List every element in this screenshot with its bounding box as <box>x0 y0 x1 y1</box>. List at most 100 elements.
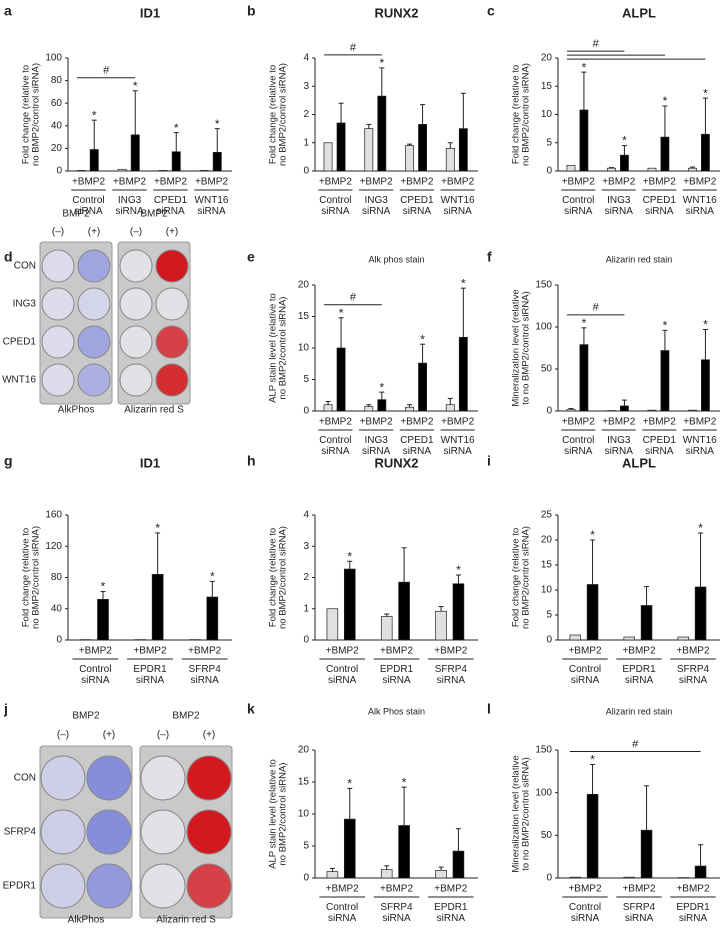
significance-star: * <box>347 549 352 563</box>
y-tick-label: 15 <box>541 560 553 571</box>
y-axis-label: Fold change (relative to <box>511 528 522 627</box>
significance-star: * <box>174 121 179 135</box>
category-label-line: siRNA <box>382 913 411 924</box>
category-label: EPDR1 siRNA <box>133 664 167 686</box>
y-tick-label: 0 <box>546 873 552 884</box>
bar <box>640 829 653 879</box>
treatment-label: +BMP2 <box>72 177 106 188</box>
bar <box>458 336 468 412</box>
bar <box>171 151 181 172</box>
well <box>186 809 232 855</box>
significance-star: * <box>461 276 466 290</box>
bar <box>566 165 576 172</box>
bar <box>343 568 356 641</box>
category-label-line: siRNA <box>362 206 391 217</box>
bar <box>435 610 447 641</box>
bar <box>660 350 670 412</box>
category-label-line: siRNA <box>156 206 185 217</box>
y-tick-label: 0 <box>546 635 552 646</box>
y-axis-label: to no BMP2/control siRNA) <box>521 757 532 871</box>
treatment-label: +BMP2 <box>562 417 596 428</box>
category-label: WNT16 siRNA <box>441 195 475 217</box>
significance-star: * <box>379 380 384 394</box>
bar <box>660 136 670 172</box>
well <box>119 363 153 397</box>
panel-label: i <box>487 453 491 469</box>
row-label: WNT16 <box>2 375 36 386</box>
y-tick-label: 20 <box>541 53 553 64</box>
panel-label: c <box>487 3 495 19</box>
treatment-label: +BMP2 <box>133 646 167 657</box>
treatment-label: +BMP2 <box>683 177 717 188</box>
significance-star: * <box>210 570 215 584</box>
significance-star: * <box>582 60 587 74</box>
category-label-line: siRNA <box>115 206 144 217</box>
significance-star: * <box>582 316 587 330</box>
y-tick-label: 150 <box>535 280 552 291</box>
category-label: Control siRNA <box>72 195 104 217</box>
category-label-line: Control <box>562 195 594 206</box>
bar <box>326 608 339 641</box>
panel-label: b <box>247 3 256 19</box>
category-label-line: ING3 <box>607 435 631 446</box>
category-label-line: Control <box>326 664 358 675</box>
treatment-label: +BMP2 <box>562 177 596 188</box>
category-label-line: Control <box>569 902 601 913</box>
panel-label: l <box>487 701 491 717</box>
well <box>40 863 86 909</box>
well <box>140 809 186 855</box>
y-tick-label: 80 <box>51 572 63 583</box>
category-label-line: EPDR1 <box>380 664 414 675</box>
y-tick-label: 0 <box>303 635 309 646</box>
y-axis-label: ALP stain level (relative to <box>268 293 279 403</box>
row-label: SFRP4 <box>4 827 37 838</box>
well <box>41 325 75 359</box>
y-tick-label: 4 <box>303 53 309 64</box>
treatment-label: +BMP2 <box>319 417 353 428</box>
plate-column-label: (–) <box>157 730 169 741</box>
category-label-line: siRNA <box>443 206 472 217</box>
treatment-label: +BMP2 <box>400 177 434 188</box>
category-label-line: siRNA <box>564 446 593 457</box>
category-label: Control siRNA <box>319 435 351 457</box>
bar <box>677 636 690 641</box>
treatment-label: +BMP2 <box>441 417 475 428</box>
y-axis-label: no BMP2/control siRNA) <box>31 63 42 166</box>
category-label-line: siRNA <box>679 913 708 924</box>
y-tick-label: 20 <box>541 535 553 546</box>
chart-title: Alizarin red stain <box>606 706 673 716</box>
bar <box>688 167 697 172</box>
bar <box>151 574 164 641</box>
bar <box>158 170 168 172</box>
significance-star: * <box>590 528 595 542</box>
category-label: WNT16 siRNA <box>683 435 717 457</box>
category-label-line: Control <box>562 435 594 446</box>
bracket-label: # <box>350 42 357 54</box>
plate-column-label: (+) <box>203 730 216 741</box>
significance-star: * <box>379 56 384 70</box>
significance-star: * <box>622 134 627 148</box>
category-label-line: Control <box>326 902 358 913</box>
plate-caption: Alizarin red S <box>124 405 184 416</box>
y-axis-label: no BMP2/control siRNA) <box>521 63 532 166</box>
significance-star: * <box>339 306 344 320</box>
bar <box>445 148 455 172</box>
plate-caption: AlkPhos <box>58 405 95 416</box>
bar <box>212 152 222 172</box>
treatment-label: +BMP2 <box>568 884 602 895</box>
category-label-line: WNT16 <box>441 195 475 206</box>
category-label-line: siRNA <box>321 446 350 457</box>
treatment-label: +BMP2 <box>360 417 394 428</box>
category-label-line: EPDR1 <box>622 664 656 675</box>
treatment-label: +BMP2 <box>441 177 475 188</box>
bar <box>569 634 582 641</box>
category-label-line: siRNA <box>645 446 674 457</box>
bar <box>343 818 356 879</box>
bar <box>76 170 86 172</box>
category-label-line: WNT16 <box>683 195 717 206</box>
well <box>155 287 189 321</box>
significance-star: * <box>92 108 97 122</box>
category-label-line: siRNA <box>564 206 593 217</box>
treatment-label: +BMP2 <box>683 417 717 428</box>
